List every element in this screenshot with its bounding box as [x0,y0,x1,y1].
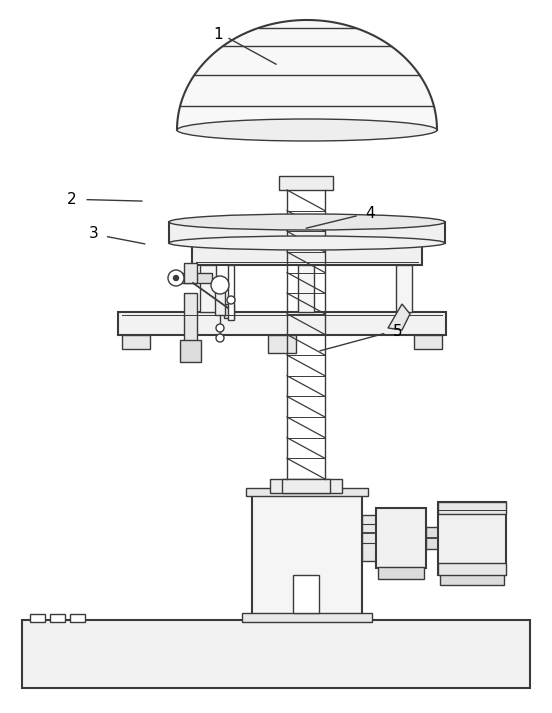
Circle shape [216,324,224,332]
Bar [378,567,424,579]
Bar [224,304,234,318]
Bar [298,265,314,312]
Text: 2: 2 [67,192,77,207]
Bar [184,293,197,353]
Bar [438,502,506,575]
Bar [252,493,362,620]
Bar [414,335,442,349]
Bar [279,176,333,190]
Bar [30,614,45,622]
Ellipse shape [177,119,437,141]
Bar [118,312,446,335]
Bar [440,573,504,585]
Circle shape [216,334,224,342]
Bar [50,614,65,622]
Circle shape [173,275,178,280]
Bar [376,508,426,568]
Bar [246,488,368,496]
Text: 3: 3 [89,226,99,242]
Polygon shape [388,304,410,330]
Bar [293,575,319,613]
Bar [396,265,412,312]
Bar [438,502,506,514]
Bar [192,243,422,265]
Circle shape [227,296,235,304]
Bar [184,263,197,283]
Polygon shape [177,20,437,130]
Circle shape [168,270,184,286]
Bar [122,335,150,349]
Text: 5: 5 [392,324,402,339]
Text: 4: 4 [365,206,375,222]
Bar [228,265,234,320]
Bar [22,620,530,688]
Bar [70,614,85,622]
Bar [215,285,225,315]
Bar [268,335,296,353]
Bar [242,613,372,622]
Bar [170,273,212,283]
Bar [270,479,342,493]
Bar [362,515,376,561]
Bar [200,265,216,312]
Text: 1: 1 [213,26,223,42]
Ellipse shape [169,214,445,230]
Circle shape [211,276,229,294]
Bar [169,222,445,243]
Bar [438,563,506,575]
Bar [282,479,330,493]
Bar [426,527,438,549]
Ellipse shape [169,236,445,250]
Bar [180,340,201,362]
